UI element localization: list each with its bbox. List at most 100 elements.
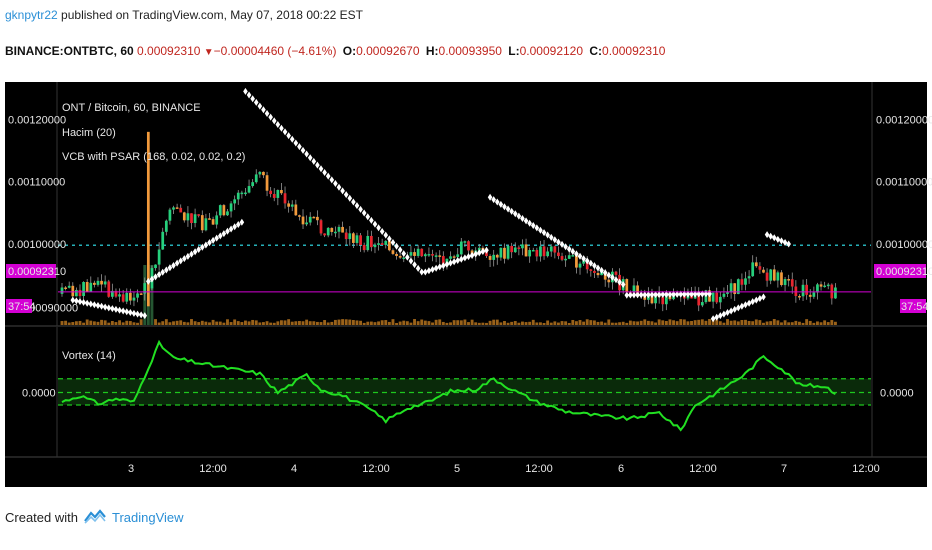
candle[interactable] — [179, 207, 183, 213]
candle[interactable] — [416, 248, 420, 256]
candle[interactable] — [409, 252, 413, 256]
candle[interactable] — [593, 270, 596, 273]
candle[interactable] — [798, 295, 801, 298]
candle[interactable] — [103, 281, 107, 285]
candle[interactable] — [233, 199, 237, 204]
candle[interactable] — [812, 292, 816, 297]
candle[interactable] — [787, 279, 791, 281]
candle[interactable] — [521, 244, 524, 249]
candle[interactable] — [218, 205, 222, 216]
candle[interactable] — [715, 292, 719, 303]
candle[interactable] — [236, 192, 240, 200]
candle[interactable] — [344, 232, 348, 240]
candle[interactable] — [567, 255, 571, 259]
candle[interactable] — [139, 293, 143, 295]
candle[interactable] — [751, 262, 755, 277]
candle[interactable] — [85, 282, 89, 292]
candle[interactable] — [585, 260, 589, 270]
price-pane[interactable]: 0.00120000 0.00120000 0.00110000 0.00110000… — [5, 82, 932, 327]
candle[interactable] — [298, 215, 301, 217]
candle[interactable] — [229, 203, 233, 212]
candle[interactable] — [301, 216, 305, 225]
candle[interactable] — [215, 215, 219, 225]
candle[interactable] — [463, 241, 467, 243]
candle[interactable] — [118, 294, 121, 297]
candle[interactable] — [571, 255, 575, 257]
candle[interactable] — [355, 235, 359, 243]
candle[interactable] — [528, 250, 532, 257]
candle[interactable] — [438, 255, 442, 257]
candle[interactable] — [607, 279, 611, 283]
candle[interactable] — [395, 253, 398, 256]
candle[interactable] — [740, 279, 744, 285]
candle[interactable] — [359, 235, 362, 246]
candle[interactable] — [575, 255, 578, 268]
author-link[interactable]: gknpytr22 — [5, 8, 58, 22]
candle[interactable] — [700, 302, 704, 306]
candle[interactable] — [146, 131, 150, 307]
candle[interactable] — [164, 220, 168, 232]
candle[interactable] — [503, 247, 506, 259]
candle[interactable] — [290, 204, 294, 207]
candle[interactable] — [352, 233, 355, 243]
tradingview-brand[interactable]: TradingView — [111, 510, 184, 525]
candle[interactable] — [801, 284, 805, 297]
candle[interactable] — [186, 213, 190, 221]
candle[interactable] — [546, 251, 550, 257]
candle[interactable] — [93, 282, 96, 285]
candle[interactable] — [208, 218, 211, 220]
candle[interactable] — [747, 276, 751, 279]
candle[interactable] — [222, 205, 226, 216]
candle[interactable] — [596, 272, 600, 276]
candle[interactable] — [132, 297, 136, 301]
candle[interactable] — [758, 266, 762, 270]
candle[interactable] — [452, 256, 456, 258]
candle[interactable] — [280, 190, 283, 194]
candle[interactable] — [330, 227, 334, 232]
candle[interactable] — [780, 272, 783, 286]
candle[interactable] — [154, 264, 157, 269]
candle[interactable] — [308, 216, 312, 223]
candle[interactable] — [110, 290, 114, 297]
candle[interactable] — [294, 204, 298, 216]
candle[interactable] — [654, 293, 657, 304]
candle[interactable] — [269, 190, 273, 195]
candle[interactable] — [423, 254, 427, 257]
candle[interactable] — [75, 289, 78, 297]
candle[interactable] — [805, 284, 809, 295]
candle[interactable] — [733, 283, 737, 295]
candle[interactable] — [262, 171, 265, 176]
candle[interactable] — [114, 290, 118, 297]
candle[interactable] — [726, 292, 729, 294]
candle[interactable] — [488, 256, 492, 260]
candle[interactable] — [265, 175, 269, 191]
candle[interactable] — [434, 255, 438, 257]
candle[interactable] — [326, 227, 330, 236]
candle[interactable] — [337, 226, 341, 232]
candle[interactable] — [485, 252, 488, 257]
candle[interactable] — [769, 269, 773, 281]
candle[interactable] — [197, 214, 201, 216]
candle[interactable] — [535, 249, 539, 257]
candle[interactable] — [413, 252, 416, 256]
candle[interactable] — [826, 284, 830, 287]
candle[interactable] — [161, 231, 165, 250]
candle[interactable] — [402, 257, 406, 260]
candle[interactable] — [456, 254, 460, 257]
candle[interactable] — [582, 260, 585, 264]
candle[interactable] — [107, 281, 111, 297]
candle[interactable] — [244, 192, 247, 195]
candle[interactable] — [736, 279, 740, 295]
candle[interactable] — [539, 246, 542, 257]
candle[interactable] — [67, 285, 71, 288]
candle[interactable] — [524, 244, 528, 257]
candle[interactable] — [172, 207, 175, 210]
candle[interactable] — [834, 287, 837, 299]
candle[interactable] — [560, 256, 564, 260]
vortex-pane[interactable]: 0.0000 0.0000 Vortex (14) — [5, 327, 927, 458]
candle[interactable] — [348, 233, 352, 240]
candle[interactable] — [661, 297, 665, 305]
candle[interactable] — [240, 192, 244, 195]
candle[interactable] — [319, 220, 323, 234]
candle[interactable] — [718, 296, 722, 303]
